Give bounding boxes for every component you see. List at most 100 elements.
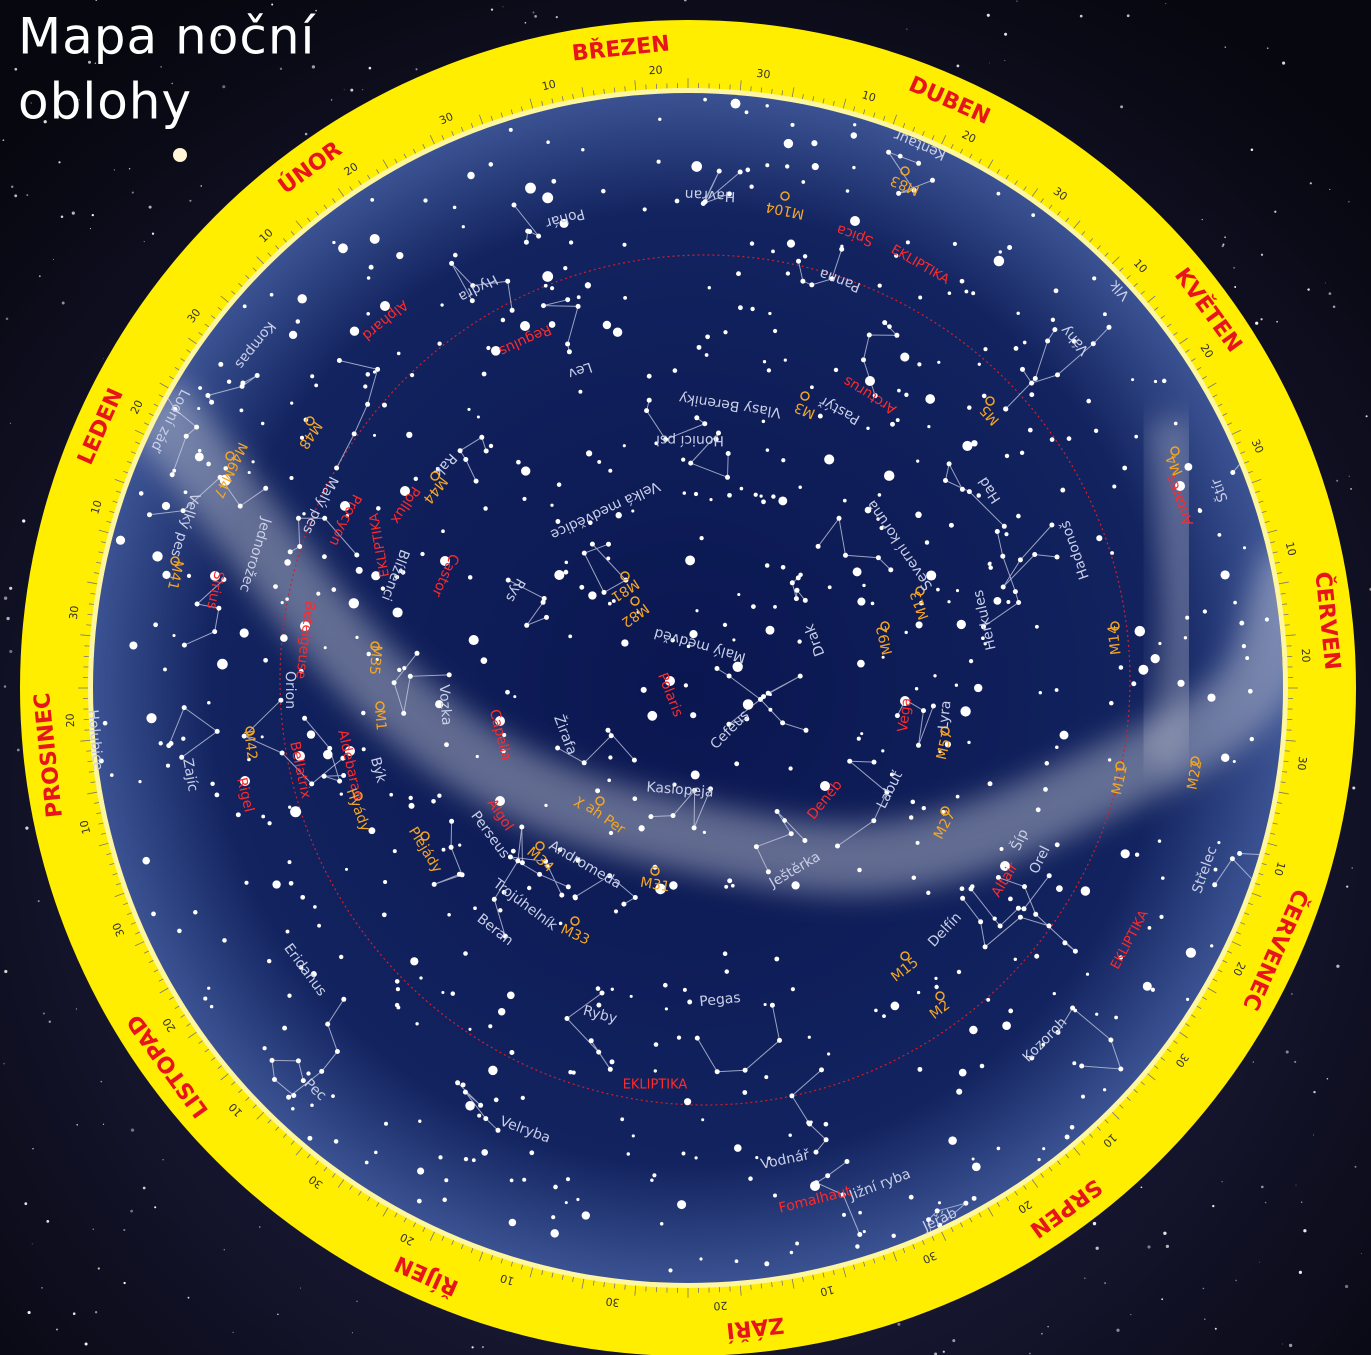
constellation-star (459, 872, 465, 878)
sky-star (1161, 378, 1167, 384)
ring-number: 20 (398, 1230, 416, 1248)
sky-star (1264, 617, 1269, 622)
ring-tick (822, 1272, 825, 1278)
title-line: oblohy (18, 73, 192, 131)
deep-sky-symbol (420, 831, 430, 841)
ring-tick (812, 1274, 815, 1280)
ring-tick (1147, 1073, 1156, 1081)
bg-star (232, 1331, 234, 1334)
constellation-star (930, 703, 936, 709)
bg-star (1260, 253, 1264, 256)
ring-tick (256, 256, 265, 265)
bg-star (5, 317, 9, 321)
bg-star (78, 99, 80, 101)
sky-star (218, 361, 224, 367)
sky-star (513, 695, 517, 699)
constellation-star (769, 1002, 775, 1008)
sky-star (730, 98, 741, 109)
sky-star (544, 803, 548, 808)
sky-star (1066, 436, 1072, 441)
sky-star (1220, 753, 1230, 763)
deep-sky-symbol (370, 641, 380, 651)
bg-star (361, 88, 364, 91)
sky-star (934, 976, 938, 981)
sky-star (811, 140, 818, 147)
sky-star (690, 770, 700, 780)
bright-star (173, 148, 187, 162)
sky-star (916, 990, 921, 995)
ring-tick (1278, 581, 1289, 585)
sky-star (879, 525, 884, 531)
ring-number: 20 (342, 160, 361, 179)
ring-tick (1023, 1185, 1027, 1190)
constellation-star (815, 543, 821, 549)
ring-tick (950, 144, 954, 149)
bg-star (315, 9, 317, 12)
sky-star (467, 407, 471, 411)
constellation-star (536, 233, 542, 239)
deep-sky-symbol (800, 391, 810, 401)
sky-star (1053, 288, 1059, 294)
sky-star (689, 629, 698, 639)
sky-star (471, 1158, 476, 1163)
named-star (440, 556, 450, 566)
bg-star (3, 1063, 5, 1065)
sky-star (138, 491, 144, 496)
ring-tick (541, 100, 544, 106)
ring-tick (771, 88, 773, 94)
bg-star (26, 194, 29, 197)
sky-star (575, 857, 581, 863)
ring-tick (832, 100, 835, 106)
ring-tick (394, 158, 398, 164)
sky-star (693, 491, 699, 497)
sky-star (736, 271, 741, 277)
sky-star (366, 312, 370, 316)
ring-tick (159, 382, 169, 389)
sky-star (269, 292, 274, 297)
sky-star (571, 1070, 576, 1075)
sky-star (699, 1257, 703, 1261)
bg-star (1130, 1313, 1132, 1316)
bg-star (1165, 3, 1167, 5)
ring-tick (135, 441, 141, 445)
sky-star (773, 328, 778, 334)
sky-star (565, 1177, 571, 1182)
sky-star (162, 570, 171, 580)
sky-star (967, 740, 971, 745)
ring-tick (109, 863, 115, 866)
ring-tick (500, 112, 503, 118)
sky-star (247, 757, 251, 762)
ring-tick (520, 1264, 524, 1270)
ring-tick (134, 429, 145, 435)
sky-star (1158, 641, 1162, 646)
ring-tick (1023, 186, 1027, 191)
constellation-star (322, 515, 328, 521)
sky-star (709, 498, 713, 502)
sky-star (962, 440, 973, 451)
sky-star (1131, 378, 1135, 382)
sky-star (508, 127, 513, 132)
bg-star (52, 258, 54, 260)
bg-star (131, 191, 134, 194)
sky-star (416, 1198, 422, 1204)
constellation-star (813, 1149, 819, 1155)
ring-tick (1133, 282, 1138, 287)
ring-number: 30 (605, 1295, 620, 1310)
bg-star (1328, 292, 1332, 295)
sky-star (313, 905, 317, 909)
sky-star (488, 1024, 493, 1029)
sky-star (207, 701, 211, 705)
constellation-star (744, 716, 750, 722)
object-name: M3 (792, 399, 818, 422)
deep-sky-symbol (940, 726, 950, 736)
ring-number: 30 (756, 67, 771, 82)
bg-star (277, 1313, 279, 1316)
ring-tick (412, 1222, 416, 1228)
ring-tick (1005, 174, 1009, 180)
ring-tick (1119, 1104, 1124, 1109)
constellation-star (691, 825, 697, 831)
sky-star (364, 1160, 369, 1165)
ring-tick (1255, 490, 1261, 494)
sky-star (584, 282, 592, 289)
sky-star (1247, 688, 1253, 694)
